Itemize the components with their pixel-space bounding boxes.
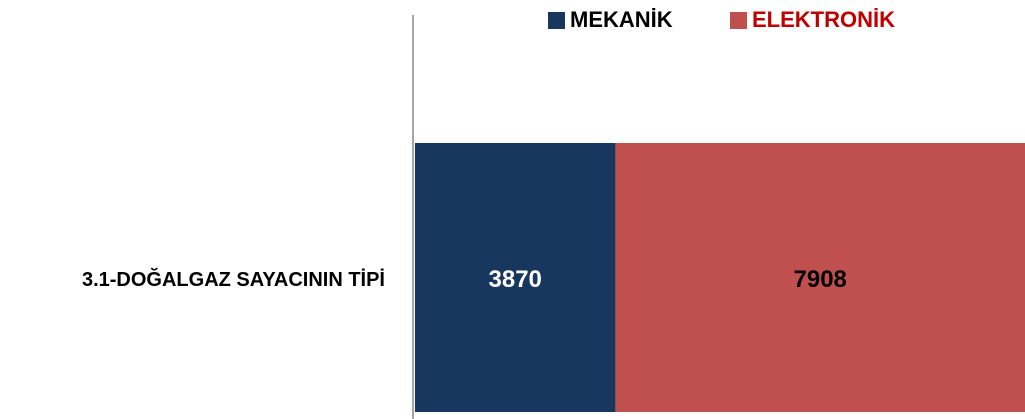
bar-segment <box>415 143 616 412</box>
legend-label: ELEKTRONİK <box>752 7 895 32</box>
category-label: 3.1-DOĞALGAZ SAYACININ TİPİ <box>82 267 385 291</box>
legend-label: MEKANİK <box>570 7 673 32</box>
legend-swatch <box>548 12 565 29</box>
bar-segment <box>615 143 1025 412</box>
data-label: 3870 <box>489 266 542 293</box>
data-label: 7908 <box>794 266 847 293</box>
legend-swatch <box>730 12 747 29</box>
